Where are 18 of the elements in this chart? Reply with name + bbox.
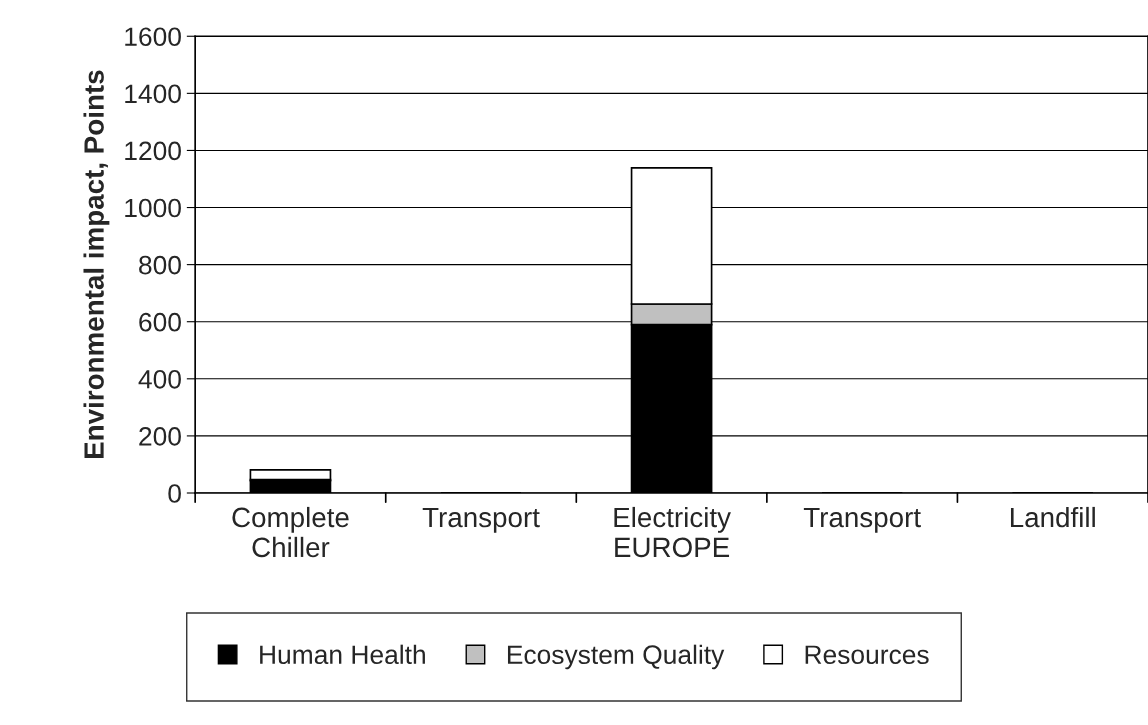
y-tick-label: 600 [139, 312, 181, 332]
x-tick-label: Electricity EUROPE [614, 506, 731, 558]
x-tick-label: Transport [803, 507, 921, 533]
x-tick-label: Landfill [1010, 506, 1095, 528]
legend-label: Resources [805, 645, 929, 665]
y-tick-label: 400 [138, 369, 181, 389]
y-tick-label: 1000 [125, 198, 181, 218]
y-tick-label: 800 [139, 255, 181, 275]
x-tick-label: Transport [422, 507, 540, 533]
y-axis-title: Environmental impact, Points [83, 70, 110, 459]
legend-label: Human Health [260, 644, 425, 665]
y-tick-label: 0 [168, 484, 181, 503]
x-tick-label: Complete Chiller [232, 506, 349, 558]
y-tick-label: 1200 [125, 141, 181, 161]
y-tick-label: 1400 [125, 84, 181, 104]
y-tick-label: 1600 [125, 27, 181, 47]
legend-label: Ecosystem Quality [507, 644, 725, 670]
y-tick-label: 200 [139, 427, 181, 446]
